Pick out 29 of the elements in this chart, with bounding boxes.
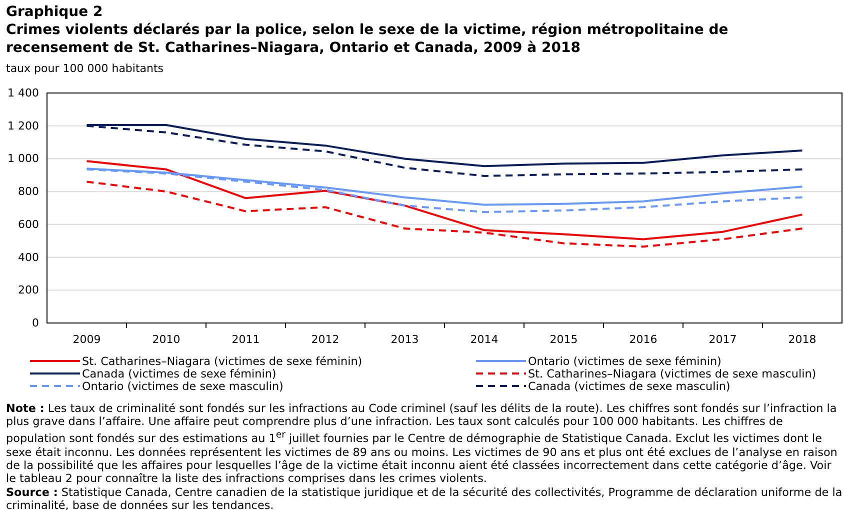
y-tick-label: 800 xyxy=(18,185,39,198)
legend-label: Ontario (victimes de sexe féminin) xyxy=(528,355,722,368)
x-tick-label: 2011 xyxy=(232,332,260,346)
x-tick-label: 2015 xyxy=(550,332,578,346)
x-tick-label: 2010 xyxy=(152,332,180,346)
legend-label: Canada (victimes de sexe féminin) xyxy=(82,368,276,380)
y-tick-label: 1 400 xyxy=(8,86,39,100)
y-tick-label: 200 xyxy=(18,284,39,297)
text: Note : Les taux de criminalité sont fondés sur les infractions au Code criminel (sauf les délits de la route). Les chiffres sont fondés sur l’infraction la plus grave dans l’affaire. Une affaire peut comprendre plus d’une infraction. Les taux sont calculés pour 100 000 habitants. Les chiffres de population sont fondés sur des estimations au 1$^{er}$ juillet fournies par le Centre de démographie de Statistique Canada. Exclut les victimes dont le sexe était inconnu. Les données représentent les victimes de 89 ans ou moins. Les victimes de 90 ans et plus ont été exclues de l’analyse en raison de la possibilité que les affaires pour lesquelles l’âge de la victime était inconnu aient été classées incorrectement dans cette catégorie d’âge. Voir le tableau 2 pour connaître la liste des infractions comprises dans les crimes violents. xyxy=(6,402,838,486)
x-tick-label: 2018 xyxy=(788,332,816,346)
y-tick-label: 0 xyxy=(32,316,39,330)
y-tick-label: 400 xyxy=(18,250,39,264)
x-tick-label: 2009 xyxy=(72,332,101,346)
chart-subtitle: Crimes violents déclarés par la police, selon le sexe de la victime, région métropolitaine de recensement de St. Catharines–Niagara, Ontario et Canada, 2009 à 2018 xyxy=(6,21,730,57)
x-tick-label: 2014 xyxy=(470,332,498,346)
y-axis-title: taux pour 100 000 habitants xyxy=(6,62,164,75)
legend-label: Canada (victimes de sexe masculin) xyxy=(528,380,730,393)
legend-label: St. Catharines–Niagara (victimes de sexe féminin) xyxy=(82,355,362,368)
x-tick-label: 2017 xyxy=(708,332,737,346)
x-tick-label: 2012 xyxy=(311,332,340,346)
y-tick-label: 1 000 xyxy=(8,152,39,166)
chart-title: Graphique 2 xyxy=(6,3,103,21)
x-tick-label: 2016 xyxy=(629,332,658,346)
y-tick-label: 1 200 xyxy=(8,119,39,132)
legend-label: St. Catharines–Niagara (victimes de sexe masculin) xyxy=(528,368,816,380)
legend-label: Ontario (victimes de sexe masculin) xyxy=(82,380,284,393)
x-tick-label: 2013 xyxy=(390,332,419,346)
source-note: Source : Statistique Canada, Centre canadien de la statistique juridique et de la sécurité des collectivités, Programme de déclaration uniforme de la criminalité, base de données sur les tendances. xyxy=(6,486,842,510)
y-tick-label: 600 xyxy=(18,218,39,231)
